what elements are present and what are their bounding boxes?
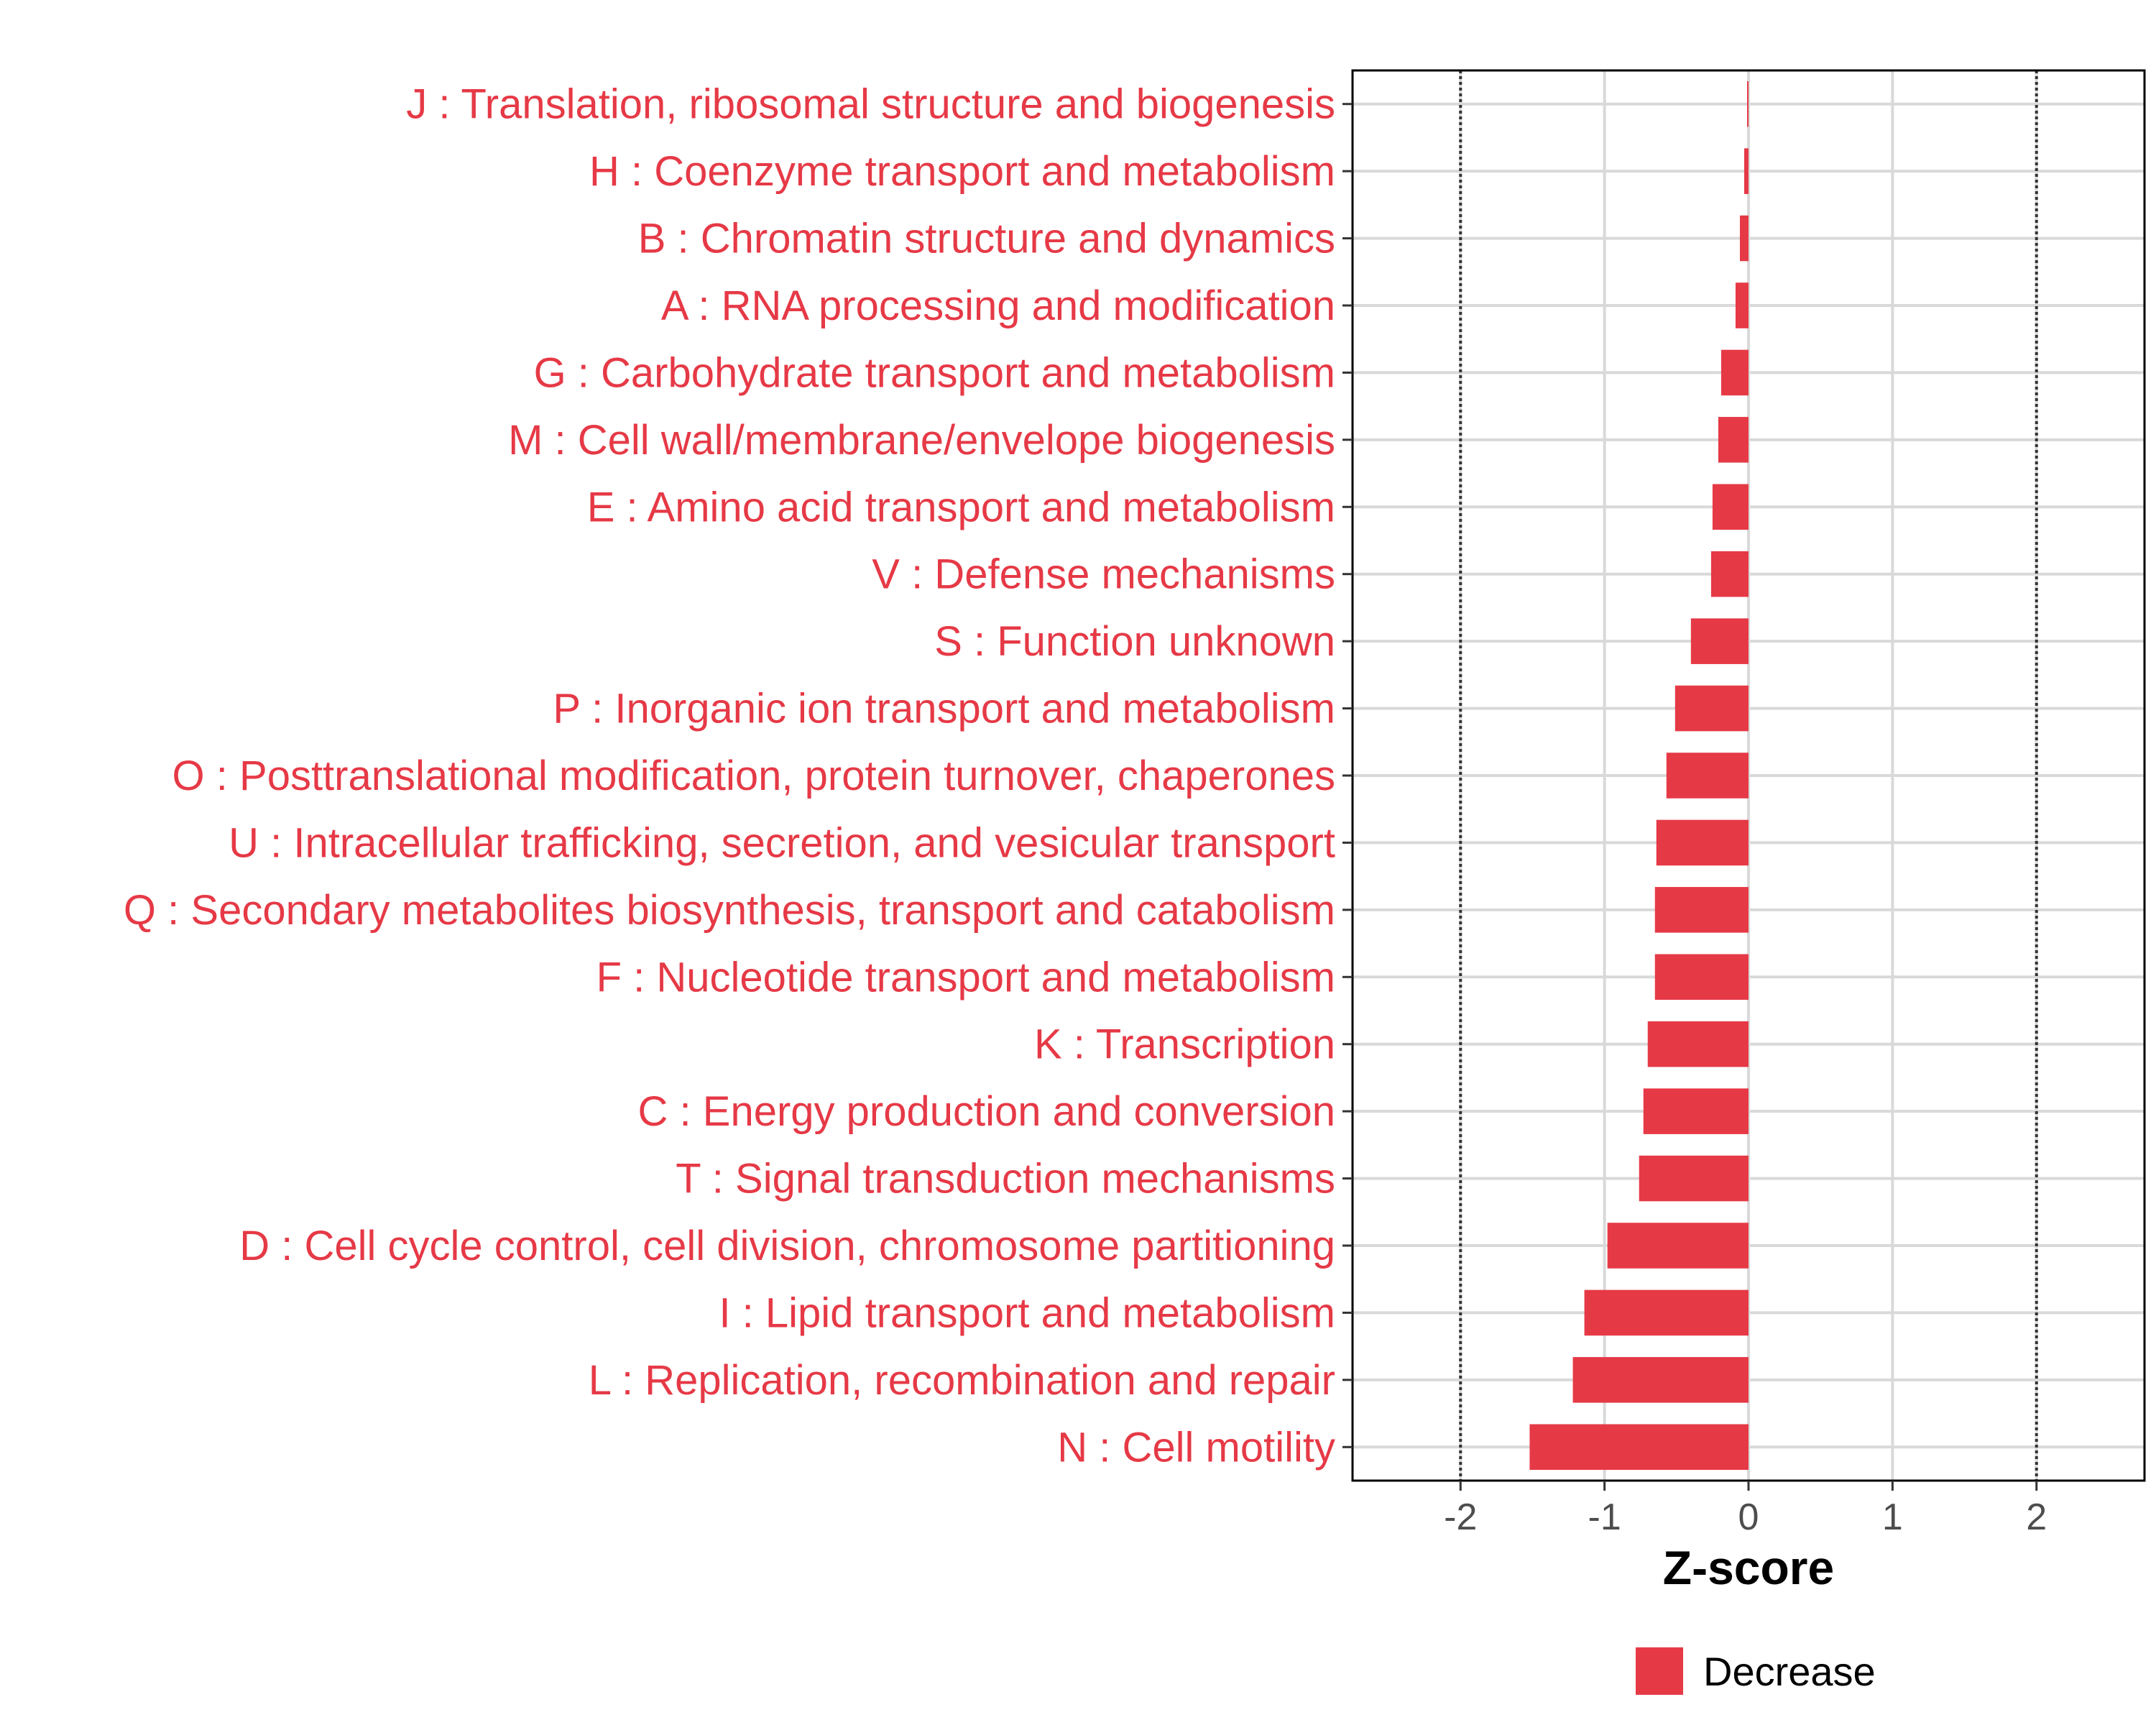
category-label: O : Posttranslational modification, prot…: [172, 753, 1335, 799]
category-label: K : Transcription: [1034, 1021, 1335, 1068]
reference-lines: [1459, 70, 2038, 1481]
category-label: J : Translation, ribosomal structure and…: [406, 81, 1335, 128]
bar: [1746, 80, 1749, 127]
category-label: G : Carbohydrate transport and metabolis…: [534, 349, 1335, 396]
bar: [1529, 1424, 1749, 1471]
category-label: V : Defense mechanisms: [872, 551, 1335, 598]
bar: [1720, 349, 1749, 396]
category-label: N : Cell motility: [1057, 1424, 1335, 1471]
category-label: U : Intracellular trafficking, secretion…: [229, 819, 1335, 866]
bar: [1639, 1155, 1749, 1202]
category-label: E : Amino acid transport and metabolism: [587, 484, 1335, 530]
bar: [1654, 887, 1749, 933]
x-tick-label: 1: [1882, 1496, 1903, 1538]
category-label: F : Nucleotide transport and metabolism: [596, 954, 1335, 1000]
x-tick-label: 0: [1738, 1496, 1759, 1538]
bar: [1572, 1357, 1749, 1403]
category-label: P : Inorganic ion transport and metaboli…: [553, 686, 1335, 732]
bar: [1735, 282, 1749, 328]
category-label: A : RNA processing and modification: [661, 282, 1335, 329]
bar: [1712, 484, 1749, 530]
category-label: S : Function unknown: [934, 618, 1335, 665]
legend-swatch-decrease: [1636, 1647, 1683, 1695]
category-label: Q : Secondary metabolites biosynthesis, …: [124, 887, 1335, 934]
bar: [1710, 551, 1749, 597]
bar: [1656, 819, 1749, 866]
category-label: D : Cell cycle control, cell division, c…: [239, 1223, 1335, 1269]
bar: [1643, 1088, 1749, 1134]
category-label: M : Cell wall/membrane/envelope biogenes…: [508, 417, 1335, 464]
bar: [1607, 1223, 1749, 1269]
x-axis-ticks: -2 -1 0 1 2: [1444, 1481, 2047, 1538]
x-tick-label: 2: [2026, 1496, 2047, 1538]
legend-label-decrease: Decrease: [1703, 1649, 1876, 1694]
bar: [1584, 1289, 1749, 1336]
bars: [1529, 80, 1749, 1471]
category-label: B : Chromatin structure and dynamics: [638, 216, 1335, 262]
x-tick-label: -2: [1444, 1496, 1477, 1538]
bar: [1739, 215, 1749, 262]
bar: [1674, 685, 1749, 732]
category-label: L : Replication, recombination and repai…: [589, 1357, 1335, 1404]
category-label: I : Lipid transport and metabolism: [719, 1289, 1335, 1336]
category-label: C : Energy production and conversion: [638, 1088, 1335, 1135]
y-axis-ticks: [1342, 103, 1353, 1448]
bar: [1743, 148, 1749, 194]
bar: [1666, 753, 1749, 799]
legend: Decrease: [1636, 1647, 1876, 1695]
x-axis-title: Z-score: [1663, 1541, 1834, 1594]
category-label: H : Coenzyme transport and metabolism: [589, 148, 1335, 195]
bar: [1647, 1021, 1749, 1067]
bar: [1654, 954, 1749, 1000]
category-labels: J : Translation, ribosomal structure and…: [124, 81, 1335, 1471]
bar: [1718, 417, 1749, 463]
category-label: T : Signal transduction mechanisms: [676, 1156, 1335, 1202]
bar: [1690, 618, 1749, 664]
x-tick-label: -1: [1588, 1496, 1621, 1538]
